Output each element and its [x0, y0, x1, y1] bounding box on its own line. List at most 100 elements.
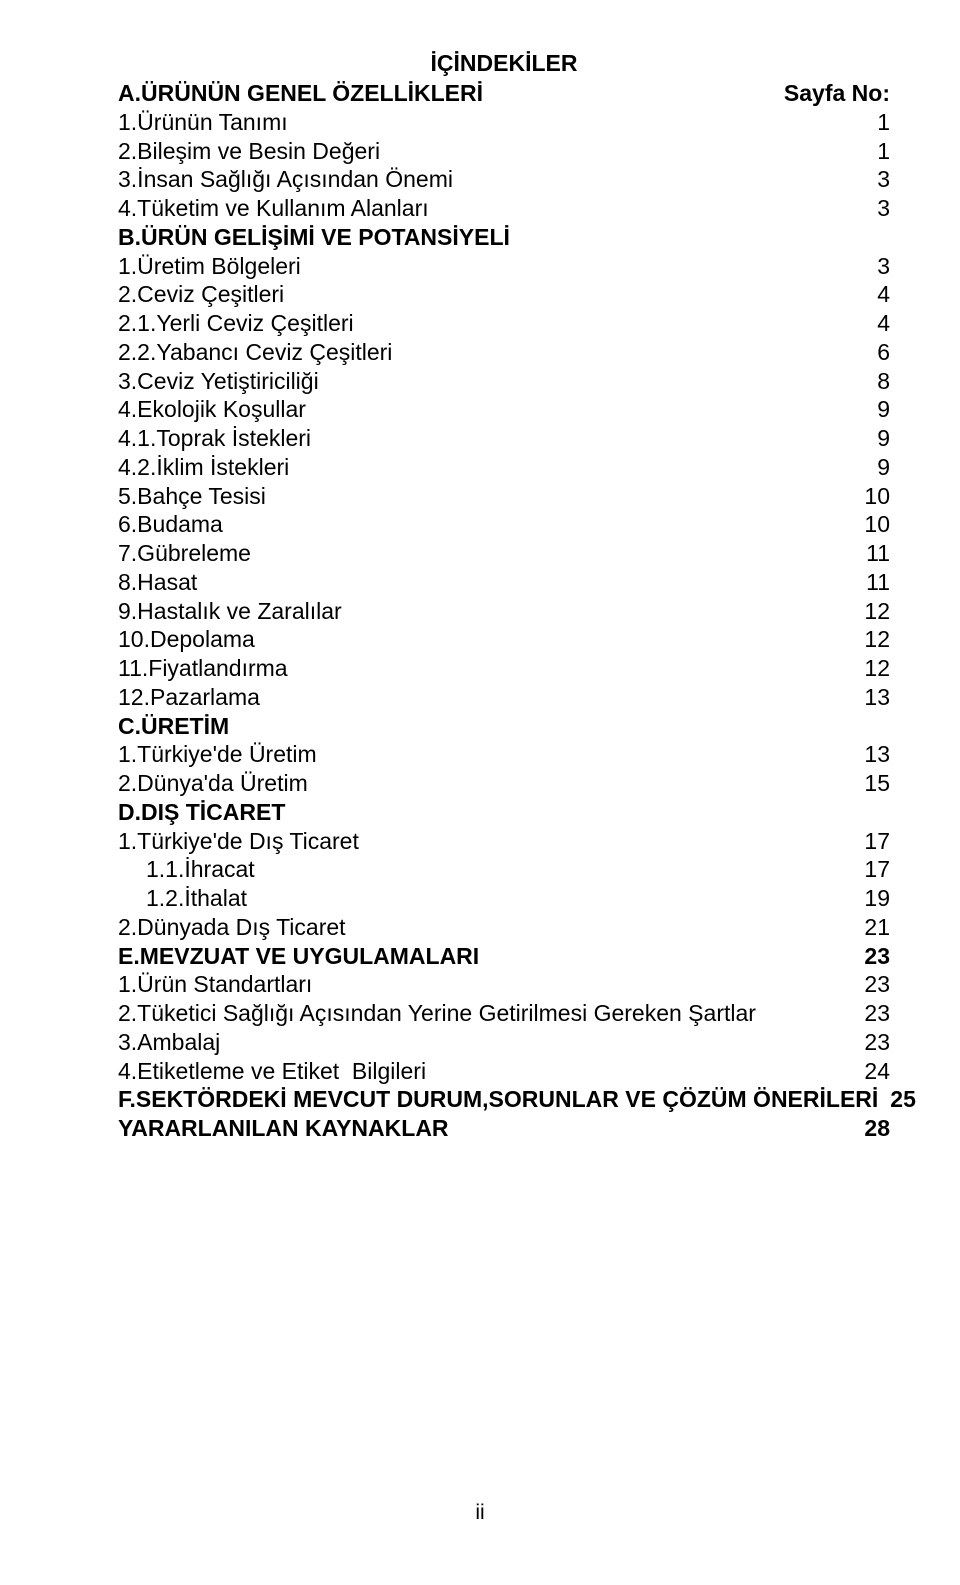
toc-row-page: Sayfa No:: [772, 79, 890, 108]
toc-row-page: 4: [865, 280, 890, 309]
toc-row-label: 2.Dünya'da Üretim: [118, 769, 308, 798]
toc-row-label: 6.Budama: [118, 510, 223, 539]
toc-row: 4.Ekolojik Koşullar 9: [118, 395, 890, 424]
toc-row-page: 1: [865, 108, 890, 137]
toc-row-page: 23: [852, 999, 890, 1028]
toc-row-label: 8.Hasat: [118, 568, 197, 597]
toc-row-page: 10: [852, 510, 890, 539]
toc-row: 7.Gübreleme 11: [118, 539, 890, 568]
toc-row-label: 4.1.Toprak İstekleri: [118, 424, 311, 453]
toc-row-page: 13: [852, 683, 890, 712]
toc-row: 4.2.İklim İstekleri9: [118, 453, 890, 482]
toc-row-page: 3: [865, 252, 890, 281]
toc-row-page: 9: [865, 395, 890, 424]
toc-row-label: 2.Bileşim ve Besin Değeri: [118, 137, 380, 166]
toc-row-label: 11.Fiyatlandırma: [118, 654, 288, 683]
document-page: İÇİNDEKİLER A.ÜRÜNÜN GENEL ÖZELLİKLERİSa…: [0, 0, 960, 1585]
toc-row-label: D.DIŞ TİCARET: [118, 798, 285, 827]
toc-row-page: 1: [865, 137, 890, 166]
toc-row: 4.Tüketim ve Kullanım Alanları3: [118, 194, 890, 223]
toc-row: 4.Etiketleme ve Etiket Bilgileri 24: [118, 1057, 890, 1086]
toc-row-page: 12: [852, 597, 890, 626]
toc-row-label: B.ÜRÜN GELİŞİMİ VE POTANSİYELİ: [118, 223, 510, 252]
toc-row: 4.1.Toprak İstekleri 9: [118, 424, 890, 453]
toc-row: 2.1.Yerli Ceviz Çeşitleri4: [118, 309, 890, 338]
toc-row: 1.2.İthalat 19: [118, 884, 890, 913]
toc-row: 6.Budama 10: [118, 510, 890, 539]
toc-row: A.ÜRÜNÜN GENEL ÖZELLİKLERİSayfa No:: [118, 79, 890, 108]
toc-row-label: 12.Pazarlama: [118, 683, 260, 712]
toc-row: 1.Türkiye'de Dış Ticaret 17: [118, 827, 890, 856]
toc-row-page: 21: [852, 913, 890, 942]
toc-row-page: 17: [852, 827, 890, 856]
toc-row: 3.İnsan Sağlığı Açısından Önemi 3: [118, 165, 890, 194]
toc-row-label: 3.Ambalaj: [118, 1028, 220, 1057]
toc-row-page: 24: [852, 1057, 890, 1086]
toc-row-label: 1.1.İhracat: [118, 855, 255, 884]
toc-row-page: 17: [852, 855, 890, 884]
toc-row-label: 1.Ürün Standartları: [118, 970, 312, 999]
toc-row: 2.Bileşim ve Besin Değeri 1: [118, 137, 890, 166]
toc-row-page: 3: [865, 194, 890, 223]
toc-row: 11.Fiyatlandırma 12: [118, 654, 890, 683]
toc-row: 5.Bahçe Tesisi 10: [118, 482, 890, 511]
toc-row-label: C.ÜRETİM: [118, 712, 229, 741]
toc-row: 9.Hastalık ve Zaralılar 12: [118, 597, 890, 626]
toc-row: 1.Üretim Bölgeleri3: [118, 252, 890, 281]
toc-row-page: 12: [852, 654, 890, 683]
toc-row: 1.Ürün Standartları 23: [118, 970, 890, 999]
toc-row: 1.Türkiye'de Üretim13: [118, 740, 890, 769]
toc-row: 3.Ambalaj 23: [118, 1028, 890, 1057]
toc-row-label: 2.1.Yerli Ceviz Çeşitleri: [118, 309, 354, 338]
toc-row: YARARLANILAN KAYNAKLAR 28: [118, 1114, 890, 1143]
toc-row-page: 11: [854, 568, 890, 597]
toc-row-page: 8: [865, 367, 890, 396]
toc-row-label: 1.2.İthalat: [118, 884, 247, 913]
toc-row-page: 23: [852, 970, 890, 999]
toc-row-label: 1.Ürünün Tanımı: [118, 108, 288, 137]
toc-row: 2.Dünya'da Üretim15: [118, 769, 890, 798]
toc-row: 12.Pazarlama 13: [118, 683, 890, 712]
toc-row-page: 10: [852, 482, 890, 511]
toc-row-label: 2.Dünyada Dış Ticaret: [118, 913, 346, 942]
toc-row: 2.Dünyada Dış Ticaret 21: [118, 913, 890, 942]
toc-row: F.SEKTÖRDEKİ MEVCUT DURUM,SORUNLAR VE ÇÖ…: [118, 1085, 890, 1114]
toc-row-page: 11: [854, 539, 890, 568]
toc-row-page: 28: [852, 1114, 890, 1143]
toc-title: İÇİNDEKİLER: [118, 50, 890, 77]
toc-row-page: 3: [865, 165, 890, 194]
toc-row-page: 9: [865, 424, 890, 453]
toc-row-page: 23: [852, 1028, 890, 1057]
toc-row: 2.Ceviz Çeşitleri 4: [118, 280, 890, 309]
toc-row: 10.Depolama 12: [118, 625, 890, 654]
toc-row-label: 3.İnsan Sağlığı Açısından Önemi: [118, 165, 453, 194]
toc-row-page: 12: [852, 625, 890, 654]
toc-row-page: 23: [852, 942, 890, 971]
toc-row-label: 4.Etiketleme ve Etiket Bilgileri: [118, 1057, 426, 1086]
toc-row: B.ÜRÜN GELİŞİMİ VE POTANSİYELİ: [118, 223, 890, 252]
toc-row-label: 5.Bahçe Tesisi: [118, 482, 266, 511]
toc-row-label: 1.Türkiye'de Üretim: [118, 740, 317, 769]
toc-row-label: 2.Tüketici Sağlığı Açısından Yerine Geti…: [118, 999, 756, 1028]
toc-row-label: 9.Hastalık ve Zaralılar: [118, 597, 342, 626]
toc-row: 1.1.İhracat 17: [118, 855, 890, 884]
toc-list: A.ÜRÜNÜN GENEL ÖZELLİKLERİSayfa No:1.Ürü…: [118, 79, 890, 1143]
toc-row: 2.2.Yabancı Ceviz Çeşitleri 6: [118, 338, 890, 367]
toc-row-page: 19: [852, 884, 890, 913]
toc-row: 1.Ürünün Tanımı 1: [118, 108, 890, 137]
toc-row-label: 4.2.İklim İstekleri: [118, 453, 289, 482]
toc-row-page: 6: [865, 338, 890, 367]
toc-row: 8.Hasat 11: [118, 568, 890, 597]
toc-row-label: YARARLANILAN KAYNAKLAR: [118, 1114, 449, 1143]
toc-row-label: F.SEKTÖRDEKİ MEVCUT DURUM,SORUNLAR VE ÇÖ…: [118, 1085, 878, 1114]
toc-row: C.ÜRETİM: [118, 712, 890, 741]
toc-row-label: 10.Depolama: [118, 625, 255, 654]
toc-row: E.MEVZUAT VE UYGULAMALARI23: [118, 942, 890, 971]
toc-row-label: 7.Gübreleme: [118, 539, 251, 568]
toc-row-label: 2.2.Yabancı Ceviz Çeşitleri: [118, 338, 392, 367]
toc-row: 3.Ceviz Yetiştiriciliği8: [118, 367, 890, 396]
toc-row-label: 1.Türkiye'de Dış Ticaret: [118, 827, 359, 856]
toc-row-label: 2.Ceviz Çeşitleri: [118, 280, 284, 309]
toc-row-label: 4.Ekolojik Koşullar: [118, 395, 306, 424]
toc-row-page: 25: [878, 1085, 916, 1114]
